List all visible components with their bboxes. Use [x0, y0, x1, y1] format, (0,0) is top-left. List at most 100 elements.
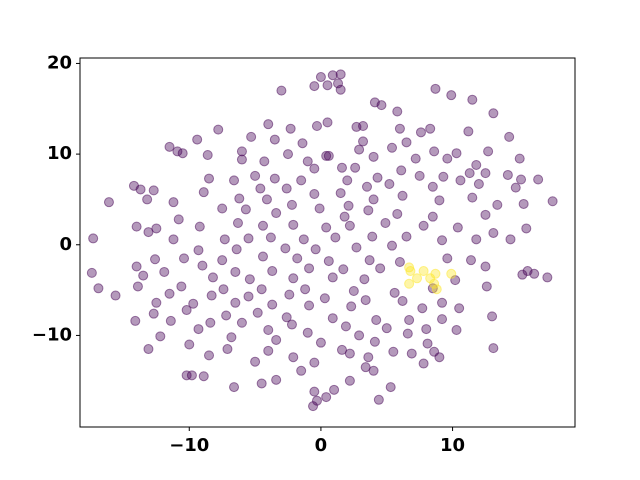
- point: [492, 199, 503, 210]
- point: [271, 374, 282, 385]
- point: [202, 150, 213, 161]
- point: [437, 314, 448, 325]
- point: [442, 153, 453, 164]
- point: [205, 317, 216, 328]
- point: [488, 343, 499, 354]
- point: [269, 173, 280, 184]
- point: [155, 331, 166, 342]
- point: [321, 150, 332, 161]
- point: [344, 375, 355, 386]
- point: [231, 244, 242, 255]
- point: [336, 162, 347, 173]
- point: [321, 392, 332, 403]
- point: [103, 197, 114, 208]
- point: [417, 303, 428, 314]
- point: [516, 174, 527, 185]
- y-tick-label: −10: [32, 324, 72, 345]
- point: [348, 286, 359, 297]
- point: [392, 208, 403, 219]
- point: [340, 321, 351, 332]
- point: [283, 149, 294, 160]
- point: [504, 131, 515, 142]
- point: [401, 231, 412, 242]
- point: [230, 297, 241, 308]
- point: [276, 85, 287, 96]
- point: [217, 255, 228, 266]
- point: [143, 344, 154, 355]
- point: [418, 266, 429, 277]
- point: [376, 100, 387, 111]
- point: [455, 175, 466, 186]
- point: [415, 127, 426, 138]
- point: [292, 253, 303, 264]
- point: [401, 137, 412, 148]
- point: [261, 194, 272, 205]
- point: [372, 172, 383, 183]
- point: [302, 156, 313, 167]
- point: [322, 117, 333, 128]
- point: [198, 187, 209, 198]
- point: [330, 232, 341, 243]
- point: [302, 327, 313, 338]
- point: [143, 227, 154, 238]
- point: [329, 384, 340, 395]
- point: [402, 328, 413, 339]
- point: [430, 268, 441, 279]
- point: [344, 220, 355, 231]
- point: [505, 234, 516, 245]
- point: [181, 370, 192, 381]
- point: [168, 197, 179, 208]
- point: [309, 81, 320, 92]
- point: [271, 208, 282, 219]
- point: [467, 94, 478, 105]
- point: [188, 298, 199, 309]
- point: [142, 194, 153, 205]
- point: [404, 315, 415, 326]
- point: [304, 300, 315, 311]
- point: [110, 290, 121, 301]
- point: [354, 144, 365, 155]
- point: [437, 297, 448, 308]
- point: [309, 188, 320, 199]
- point: [281, 183, 292, 194]
- point: [256, 284, 267, 295]
- point: [368, 365, 379, 376]
- point: [186, 370, 197, 381]
- point: [480, 261, 491, 272]
- point: [234, 193, 245, 204]
- point: [288, 352, 299, 363]
- point: [288, 219, 299, 230]
- point: [396, 165, 407, 176]
- point: [236, 317, 247, 328]
- point: [394, 256, 405, 267]
- point: [267, 266, 278, 277]
- point: [198, 371, 209, 382]
- point: [514, 153, 525, 164]
- point: [286, 319, 297, 330]
- point: [176, 281, 187, 292]
- point: [263, 119, 274, 130]
- point: [327, 272, 338, 283]
- point: [229, 382, 240, 393]
- point: [240, 204, 251, 215]
- point: [529, 268, 540, 279]
- point: [236, 146, 247, 157]
- point: [487, 311, 498, 322]
- point: [344, 348, 355, 359]
- point: [517, 269, 528, 280]
- point: [547, 196, 558, 207]
- point: [173, 214, 184, 225]
- point: [442, 253, 453, 264]
- point: [204, 350, 215, 361]
- point: [488, 227, 499, 238]
- point: [471, 159, 482, 170]
- point: [361, 181, 372, 192]
- point: [425, 123, 436, 134]
- point: [132, 281, 143, 292]
- point: [259, 156, 270, 167]
- point: [381, 323, 392, 334]
- point: [454, 303, 465, 314]
- point: [181, 305, 192, 316]
- point: [314, 203, 325, 214]
